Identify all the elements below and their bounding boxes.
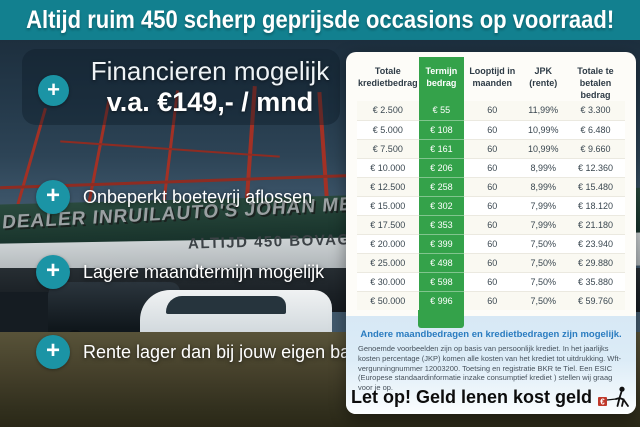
- finance-table: Totale kredietbedrag Termijn bedrag Loopti…: [357, 57, 625, 310]
- table-cell: € 15.480: [565, 177, 625, 196]
- table-cell: € 258: [418, 177, 465, 196]
- headline-line1: Financieren mogelijk: [90, 56, 330, 86]
- car-windows: [166, 296, 286, 314]
- table-cell: € 498: [418, 253, 465, 272]
- table-cell: 60: [464, 158, 521, 177]
- table-cell: € 29.880: [565, 253, 625, 272]
- feature-label: Onbeperkt boetevrij aflossen: [83, 186, 313, 207]
- column-header: Termijn bedrag: [418, 57, 465, 101]
- column-header: Looptijd in maanden: [469, 66, 516, 89]
- plus-icon: +: [36, 255, 70, 289]
- plus-icon: +: [38, 75, 69, 106]
- feature-label: Lagere maandtermijn mogelijk: [83, 261, 325, 282]
- table-cell: € 7.500: [357, 139, 419, 158]
- geld-lenen-kost-geld-icon: €: [598, 386, 629, 407]
- table-cell: € 17.500: [357, 215, 419, 234]
- table-cell: € 6.480: [565, 120, 625, 139]
- credit-warning-text: Let op! Geld lenen kost geld: [350, 386, 593, 407]
- table-cell: 60: [464, 139, 521, 158]
- table-cell: 7,99%: [520, 215, 566, 234]
- column-header: JPK (rente): [529, 66, 558, 89]
- table-cell: € 399: [418, 234, 465, 253]
- table-cell: 10,99%: [520, 120, 566, 139]
- feature-label: Rente lager dan bij jouw eigen bank: [83, 341, 370, 362]
- finance-card: Totale kredietbedrag Termijn bedrag Loopti…: [346, 52, 636, 414]
- table-cell: 60: [464, 291, 521, 310]
- column-header: Totale kredietbedrag: [358, 66, 418, 89]
- table-cell: € 2.500: [357, 101, 419, 120]
- table-cell: € 598: [418, 272, 465, 291]
- table-cell: 7,50%: [520, 291, 566, 310]
- table-cell: 60: [464, 101, 521, 120]
- finance-table-panel: Totale kredietbedrag Termijn bedrag Loopti…: [351, 57, 631, 316]
- table-cell: € 3.300: [565, 101, 625, 120]
- feature-item: + Lagere maandtermijn mogelijk: [36, 255, 324, 289]
- table-cell: € 21.180: [565, 215, 625, 234]
- table-cell: 8,99%: [520, 177, 566, 196]
- feature-item: + Onbeperkt boetevrij aflossen: [36, 180, 312, 214]
- table-cell: € 55: [418, 101, 465, 120]
- table-cell: € 35.880: [565, 272, 625, 291]
- table-cell: € 206: [418, 158, 465, 177]
- table-cell: € 25.000: [357, 253, 419, 272]
- table-cell: 60: [464, 215, 521, 234]
- table-cell: € 20.000: [357, 234, 419, 253]
- table-cell: 7,50%: [520, 272, 566, 291]
- table-cell: 60: [464, 253, 521, 272]
- table-cell: € 996: [418, 291, 465, 310]
- table-cell: € 302: [418, 196, 465, 215]
- table-cell: 11,99%: [520, 101, 566, 120]
- table-cell: 7,50%: [520, 253, 566, 272]
- banner-text: Altijd ruim 450 scherp geprijsde occasio…: [25, 5, 615, 34]
- table-cell: € 12.360: [565, 158, 625, 177]
- headline-block: + Financieren mogelijk v.a. €149,- / mnd: [22, 49, 340, 125]
- table-cell: € 9.660: [565, 139, 625, 158]
- table-cell: 8,99%: [520, 158, 566, 177]
- plus-icon: +: [36, 335, 70, 369]
- table-cell: € 59.760: [565, 291, 625, 310]
- table-cell: € 161: [418, 139, 465, 158]
- table-cell: 60: [464, 177, 521, 196]
- table-cell: 7,50%: [520, 234, 566, 253]
- feature-item: + Rente lager dan bij jouw eigen bank: [36, 335, 369, 369]
- credit-warning: Let op! Geld lenen kost geld €: [346, 386, 636, 408]
- table-cell: 60: [464, 272, 521, 291]
- table-cell: € 23.940: [565, 234, 625, 253]
- svg-text:€: €: [600, 398, 605, 407]
- info-heading: Andere maandbedragen en kredietbedragen …: [360, 329, 622, 340]
- table-cell: € 50.000: [357, 291, 419, 310]
- table-cell: € 353: [418, 215, 465, 234]
- top-banner: Altijd ruim 450 scherp geprijsde occasio…: [0, 0, 640, 40]
- info-section-background: [346, 316, 636, 414]
- table-cell: € 5.000: [357, 120, 419, 139]
- plus-icon: +: [36, 180, 70, 214]
- table-cell: 60: [464, 234, 521, 253]
- table-cell: € 18.120: [565, 196, 625, 215]
- headline-line2: v.a. €149,- / mnd: [106, 87, 314, 117]
- highlight-column-extension: [418, 310, 464, 328]
- table-cell: € 30.000: [357, 272, 419, 291]
- table-cell: € 12.500: [357, 177, 419, 196]
- table-cell: 60: [464, 120, 521, 139]
- table-cell: 60: [464, 196, 521, 215]
- table-cell: 10,99%: [520, 139, 566, 158]
- table-cell: 7,99%: [520, 196, 566, 215]
- table-cell: € 15.000: [357, 196, 419, 215]
- table-cell: € 10.000: [357, 158, 419, 177]
- info-disclaimer: Genoemde voorbeelden zijn op basis van p…: [358, 344, 622, 392]
- column-header: Totale te betalen bedrag: [577, 66, 614, 101]
- table-cell: € 108: [418, 120, 465, 139]
